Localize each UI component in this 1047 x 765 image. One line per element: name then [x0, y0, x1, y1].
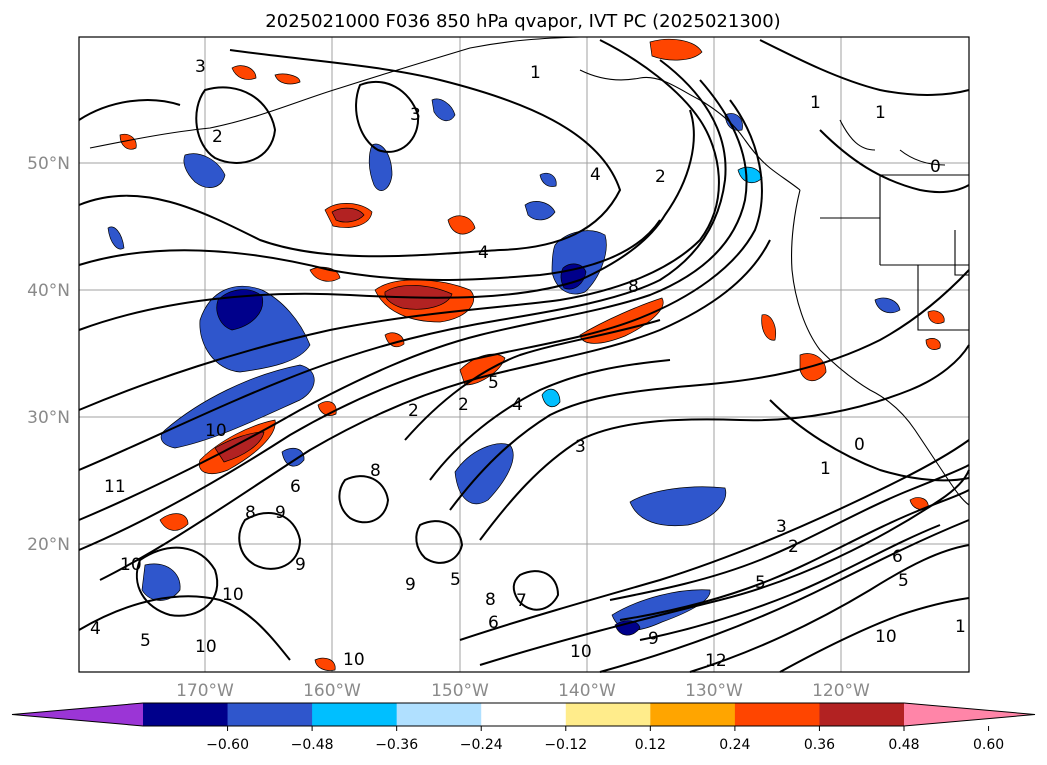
contour-label: 10 — [343, 650, 365, 670]
colorbar-segment — [396, 703, 482, 726]
contour-label: 5 — [898, 571, 909, 591]
lon-label: 130°W — [685, 681, 743, 701]
ivt-contour-lines — [78, 39, 970, 673]
contour-label: 9 — [648, 629, 659, 649]
map-frame — [78, 36, 970, 673]
colorbar-tick-label: −0.60 — [206, 737, 249, 753]
contour-label: 5 — [140, 631, 151, 651]
contour-label: 1 — [955, 617, 966, 637]
contour-label: 5 — [488, 373, 499, 393]
contour-label: 2 — [458, 395, 469, 415]
latitude-labels: 50°N 40°N 30°N 20°N — [27, 154, 70, 555]
contour-labels: 3 2 3 1 4 2 1 0 1 4 8 2 4 3 2 10 11 5 8 … — [90, 57, 966, 671]
contour-label: 0 — [854, 435, 865, 455]
contour-label: 0 — [930, 157, 941, 177]
colorbar-segment — [819, 703, 905, 726]
colorbar-segment — [734, 703, 820, 726]
colorbar-segment — [565, 703, 651, 726]
contour-label: 1 — [530, 63, 541, 83]
contour-label: 3 — [575, 437, 586, 457]
contour-label: 10 — [195, 637, 217, 657]
contour-label: 10 — [570, 642, 592, 662]
contour-label: 6 — [290, 477, 301, 497]
contour-label: 3 — [195, 57, 206, 77]
contour-label: 5 — [755, 573, 766, 593]
lon-label: 120°W — [812, 681, 870, 701]
colorbar-tick-label: 0.60 — [973, 737, 1004, 753]
contour-label: 1 — [875, 103, 886, 123]
colorbar-tick-label: 0.12 — [635, 737, 666, 753]
lon-label: 150°W — [431, 681, 489, 701]
contour-label: 8 — [628, 277, 639, 297]
contour-label: 9 — [295, 555, 306, 575]
colorbar: −0.60 −0.48 −0.36 −0.24 −0.12 0.12 0.24 0.36 0.4… — [11, 702, 1036, 753]
contour-label: 4 — [478, 243, 489, 263]
contour-label: 4 — [512, 395, 523, 415]
contour-label: 10 — [120, 555, 142, 575]
qvapor-anomaly-fills — [107, 38, 945, 671]
contour-label: 2 — [408, 401, 419, 421]
lon-label: 160°W — [303, 681, 361, 701]
contour-label: 5 — [450, 570, 461, 590]
contour-label: 6 — [488, 613, 499, 633]
lat-label: 40°N — [27, 281, 70, 301]
contour-label: 3 — [410, 105, 421, 125]
contour-label: 12 — [705, 651, 727, 671]
contour-label: 4 — [590, 165, 601, 185]
lat-label: 30°N — [27, 408, 70, 428]
lat-label: 20°N — [27, 535, 70, 555]
contour-label: 8 — [245, 503, 256, 523]
contour-label: 6 — [892, 547, 903, 567]
contour-label: 1 — [820, 459, 831, 479]
colorbar-extend-low — [12, 703, 143, 726]
contour-label: 2 — [788, 537, 799, 557]
lon-label: 170°W — [176, 681, 234, 701]
contour-label: 8 — [485, 590, 496, 610]
contour-label: 9 — [275, 503, 286, 523]
contour-label: 10 — [222, 585, 244, 605]
colorbar-segment — [481, 703, 567, 726]
colorbar-tick-label: −0.48 — [291, 737, 334, 753]
contour-label: 2 — [655, 167, 666, 187]
map-title: 2025021000 F036 850 hPa qvapor, IVT PC (… — [265, 11, 780, 32]
colorbar-tick-label: 0.48 — [888, 737, 919, 753]
colorbar-tick-label: −0.24 — [460, 737, 503, 753]
colorbar-tick-label: −0.12 — [544, 737, 587, 753]
colorbar-segment — [312, 703, 398, 726]
colorbar-segment — [650, 703, 736, 726]
contour-label: 8 — [370, 461, 381, 481]
colorbar-tick-label: −0.36 — [375, 737, 418, 753]
contour-label: 1 — [810, 93, 821, 113]
lat-label: 50°N — [27, 154, 70, 174]
contour-label: 7 — [516, 591, 527, 611]
colorbar-segment — [227, 703, 313, 726]
contour-label: 3 — [776, 517, 787, 537]
contour-label: 9 — [405, 575, 416, 595]
colorbar-outline — [11, 702, 1036, 727]
colorbar-extend-high — [904, 703, 1035, 726]
longitude-labels: 170°W 160°W 150°W 140°W 130°W 120°W — [176, 681, 870, 701]
colorbar-tick-label: 0.36 — [804, 737, 835, 753]
lon-label: 140°W — [558, 681, 616, 701]
colorbar-tick-label: 0.24 — [719, 737, 750, 753]
contour-label: 11 — [104, 477, 126, 497]
contour-label: 10 — [875, 627, 897, 647]
contour-label: 2 — [212, 127, 223, 147]
colorbar-segment — [143, 703, 229, 726]
contour-label: 4 — [90, 619, 101, 639]
contour-label: 10 — [205, 421, 227, 441]
coastlines — [89, 36, 970, 506]
